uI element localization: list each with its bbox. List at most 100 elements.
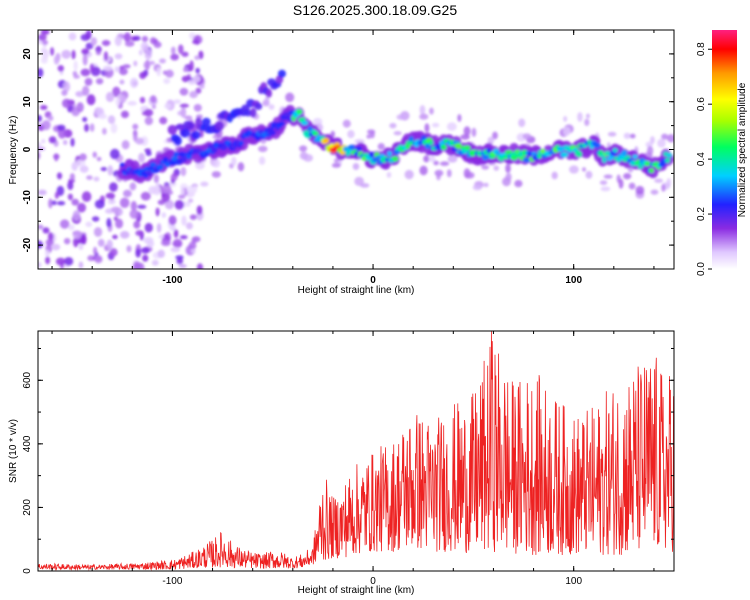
halo-blob xyxy=(377,143,385,150)
noise-blob xyxy=(144,222,153,233)
ridge-core xyxy=(268,130,276,136)
noise-blob xyxy=(181,75,190,83)
noise-blob xyxy=(119,79,125,85)
noise-blob xyxy=(72,210,81,221)
halo-blob xyxy=(585,170,593,179)
noise-blob xyxy=(185,222,193,230)
snr-panel: -100 0 100 0 200 400 600 Height of straight li… xyxy=(8,330,675,596)
noise-blob xyxy=(139,263,145,269)
ridge-core xyxy=(204,152,210,157)
ridge-core xyxy=(391,156,399,162)
x-tick-label: 0 xyxy=(370,576,376,587)
noise-blob xyxy=(178,263,187,269)
ridge-core xyxy=(522,157,531,163)
x-tick-label: -100 xyxy=(162,576,182,587)
noise-blob xyxy=(70,137,75,147)
halo-blob xyxy=(460,134,470,140)
ridge-core xyxy=(536,153,542,159)
ridge-core xyxy=(239,140,244,146)
noise-blob xyxy=(106,239,113,250)
noise-blob xyxy=(85,30,92,40)
ridge-core xyxy=(624,155,631,160)
halo-blob xyxy=(342,119,351,128)
noise-blob xyxy=(140,135,149,147)
halo-blob xyxy=(584,118,590,127)
noise-blob xyxy=(75,91,85,98)
secondary-ridge-blob xyxy=(254,102,263,110)
noise-blob xyxy=(72,230,82,240)
halo-blob xyxy=(424,123,430,133)
noise-blob xyxy=(129,182,137,191)
noise-blob xyxy=(93,227,103,237)
ridge-core xyxy=(664,157,671,164)
noise-blob xyxy=(126,245,132,253)
ridge-core xyxy=(296,108,303,115)
noise-blob xyxy=(55,257,66,266)
noise-blob xyxy=(47,232,54,242)
noise-blob xyxy=(184,115,193,120)
spectrogram-xlabel: Height of straight line (km) xyxy=(298,285,415,296)
noise-blob xyxy=(107,165,114,176)
noise-blob xyxy=(38,151,41,160)
noise-blob xyxy=(42,40,49,45)
noise-blob xyxy=(53,55,60,65)
noise-blob xyxy=(153,41,162,48)
ridge-core xyxy=(666,152,672,159)
noise-blob xyxy=(86,94,96,106)
noise-blob xyxy=(198,50,204,60)
noise-blob xyxy=(82,54,88,66)
noise-blob xyxy=(96,156,102,162)
noise-blob xyxy=(172,238,183,249)
halo-blob xyxy=(654,178,664,183)
noise-blob xyxy=(38,240,44,249)
noise-blob xyxy=(78,244,84,251)
noise-blob xyxy=(54,191,60,199)
noise-blob xyxy=(61,98,72,108)
noise-blob xyxy=(47,115,54,121)
noise-blob xyxy=(44,249,50,257)
ridge-core xyxy=(440,144,447,151)
noise-blob xyxy=(195,87,202,94)
noise-blob xyxy=(182,67,189,73)
noise-blob xyxy=(189,90,198,99)
noise-blob xyxy=(186,200,191,208)
halo-blob xyxy=(661,133,669,140)
noise-blob xyxy=(105,91,115,103)
halo-blob xyxy=(419,105,426,115)
noise-blob xyxy=(67,193,73,201)
ridge-core xyxy=(146,170,153,177)
noise-blob xyxy=(159,58,166,64)
noise-blob xyxy=(155,207,160,217)
colorbar-gradient xyxy=(712,30,737,269)
ridge-core xyxy=(119,162,125,168)
noise-blob xyxy=(199,129,204,138)
noise-blob xyxy=(179,103,189,108)
noise-blob xyxy=(127,101,137,106)
noise-blob xyxy=(173,99,182,104)
ridge-core xyxy=(301,120,309,126)
halo-blob xyxy=(585,113,590,119)
ridge-core xyxy=(495,150,501,156)
halo-blob xyxy=(505,172,512,182)
secondary-ridge-blob xyxy=(191,130,201,140)
noise-blob xyxy=(173,229,179,238)
halo-blob xyxy=(514,179,523,188)
noise-blob xyxy=(112,86,121,98)
ridge-core xyxy=(428,140,434,146)
y-tick-label: 0 xyxy=(22,568,33,574)
noise-blob xyxy=(38,114,43,122)
halo-blob xyxy=(429,107,434,115)
y-tick-label: -20 xyxy=(22,237,33,252)
halo-blob xyxy=(463,126,471,136)
noise-blob xyxy=(174,199,185,210)
y-tick-label: 600 xyxy=(22,371,33,388)
ridge-core xyxy=(424,143,431,149)
colorbar-label: Normalized spectral amplitude xyxy=(737,82,748,217)
noise-blob xyxy=(85,42,94,50)
noise-blob xyxy=(120,231,130,239)
noise-blob xyxy=(40,56,48,64)
halo-blob xyxy=(635,185,645,195)
noise-blob xyxy=(119,197,130,208)
halo-blob xyxy=(268,104,275,110)
noise-blob xyxy=(179,235,188,240)
